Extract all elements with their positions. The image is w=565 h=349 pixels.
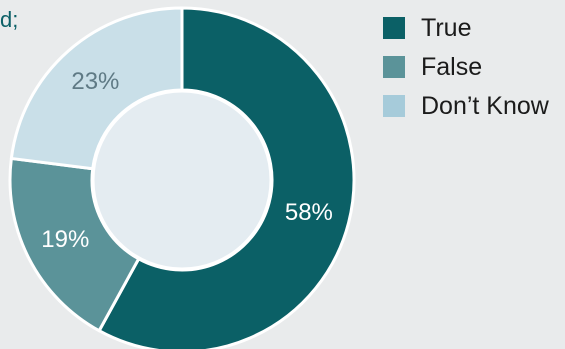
- legend-label-true: True: [421, 13, 472, 42]
- legend-item-dont-know: Don’t Know: [383, 86, 549, 125]
- legend-swatch-false: [383, 55, 405, 78]
- data-label-true: 58%: [285, 199, 333, 226]
- legend: True False Don’t Know: [383, 8, 549, 125]
- donut-hole: [91, 89, 273, 271]
- data-label-false: 19%: [41, 226, 89, 253]
- legend-item-true: True: [383, 8, 549, 47]
- legend-swatch-true: [383, 16, 405, 39]
- chart-title-partial: d;: [0, 7, 19, 32]
- legend-item-false: False: [383, 47, 549, 86]
- legend-label-false: False: [421, 52, 483, 81]
- legend-label-dont-know: Don’t Know: [421, 91, 549, 120]
- data-label-dont-know: 23%: [71, 68, 119, 95]
- legend-swatch-dont-know: [383, 94, 405, 117]
